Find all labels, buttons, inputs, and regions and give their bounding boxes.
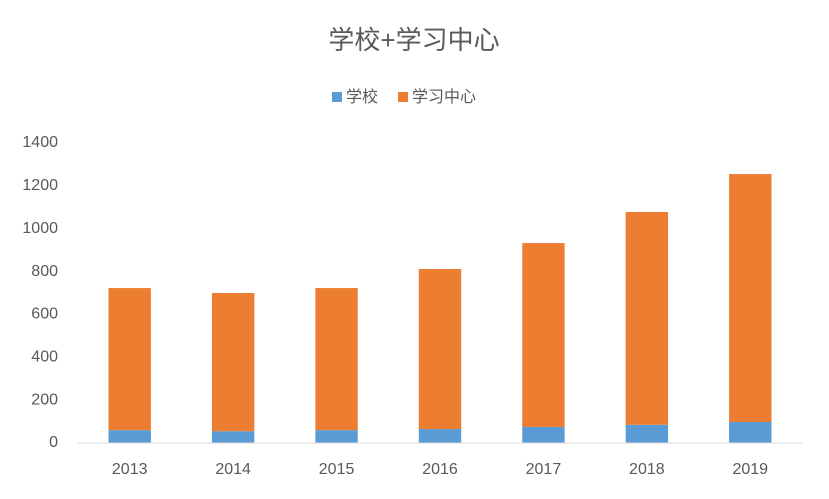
bar-segment xyxy=(108,288,151,431)
bar-segment xyxy=(315,430,358,443)
bar-segment xyxy=(522,426,565,443)
bar-segment xyxy=(729,174,772,422)
bar-segment xyxy=(108,430,151,443)
x-tick-label: 2015 xyxy=(319,461,355,478)
bar-segment xyxy=(729,422,772,443)
x-tick-label: 2014 xyxy=(215,461,251,478)
y-tick-label: 800 xyxy=(31,263,58,280)
bar-segment xyxy=(418,269,462,430)
bar-segment xyxy=(522,243,565,427)
bar-segment xyxy=(315,288,358,431)
y-tick-label: 600 xyxy=(31,306,58,323)
legend-label: 学习中心 xyxy=(412,88,476,106)
bar-segment xyxy=(418,429,462,443)
x-tick-label: 2018 xyxy=(629,461,665,478)
y-tick-label: 1400 xyxy=(22,134,58,151)
chart-title: 学校+学习中心 xyxy=(328,25,499,55)
legend-label: 学校 xyxy=(346,88,378,106)
y-tick-label: 200 xyxy=(31,391,58,408)
x-tick-label: 2016 xyxy=(422,461,458,478)
legend-swatch xyxy=(332,92,342,102)
x-tick-label: 2013 xyxy=(112,461,148,478)
y-tick-label: 1000 xyxy=(22,220,58,237)
bar-segment xyxy=(625,424,669,443)
y-tick-label: 0 xyxy=(49,434,58,451)
y-tick-label: 1200 xyxy=(22,177,58,194)
x-tick-label: 2019 xyxy=(732,461,768,478)
bar-segment xyxy=(625,212,669,425)
x-tick-label: 2017 xyxy=(526,461,562,478)
bar-segment xyxy=(211,293,255,432)
legend-swatch xyxy=(398,92,409,102)
y-tick-label: 400 xyxy=(31,349,58,366)
bar-segment xyxy=(211,431,255,443)
